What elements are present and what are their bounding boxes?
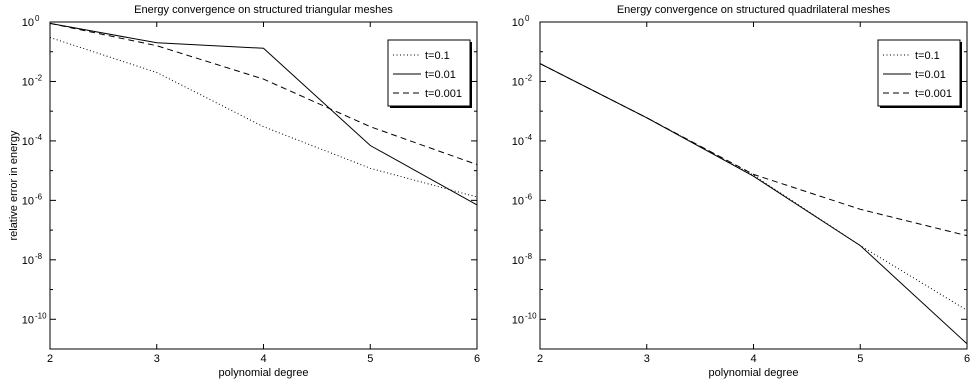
y-tick-exponent: -10 [525, 311, 537, 320]
y-tick-label: 10 [512, 17, 524, 29]
legend-label: t=0.01 [915, 69, 946, 81]
x-tick-label: 3 [154, 353, 160, 365]
y-tick-exponent: 0 [35, 14, 40, 23]
chart-title: Energy convergence on structured quadril… [617, 4, 891, 16]
legend-box [387, 39, 471, 107]
y-tick-exponent: -4 [525, 133, 533, 142]
y-tick-label: 10 [22, 195, 34, 207]
x-tick-label: 6 [964, 353, 970, 365]
y-tick-label: 10 [512, 76, 524, 88]
series-line-dashed [50, 22, 477, 166]
y-tick-exponent: -6 [35, 192, 43, 201]
y-tick-label: 10 [22, 76, 34, 88]
y-tick-label: 10 [22, 136, 34, 148]
y-tick-label: 10 [512, 255, 524, 267]
series-line-solid [540, 63, 967, 345]
legend-label: t=0.001 [915, 88, 952, 100]
y-axis-label: relative error in energy [8, 130, 20, 241]
x-axis-label: polynomial degree [709, 367, 799, 379]
x-tick-label: 4 [750, 353, 756, 365]
x-tick-label: 4 [260, 353, 266, 365]
legend-label: t=0.1 [915, 50, 940, 62]
x-tick-label: 2 [537, 353, 543, 365]
series-line-dotted [540, 63, 967, 311]
x-tick-label: 2 [47, 353, 53, 365]
y-tick-exponent: -6 [525, 192, 533, 201]
legend-label: t=0.01 [425, 69, 456, 81]
x-tick-label: 5 [857, 353, 863, 365]
y-tick-label: 10 [22, 255, 34, 267]
chart-title: Energy convergence on structured triangu… [134, 4, 393, 16]
legend-box [877, 39, 961, 107]
y-tick-label: 10 [512, 314, 524, 326]
x-tick-label: 6 [474, 353, 480, 365]
y-tick-exponent: -8 [35, 252, 43, 261]
y-tick-exponent: -2 [525, 73, 533, 82]
series-line-dashed [540, 63, 967, 237]
y-tick-exponent: -4 [35, 133, 43, 142]
y-tick-exponent: 0 [525, 14, 530, 23]
y-tick-label: 10 [22, 17, 34, 29]
legend-label: t=0.001 [425, 88, 462, 100]
series-line-solid [50, 22, 477, 206]
x-axis-label: polynomial degree [219, 367, 309, 379]
y-tick-exponent: -8 [525, 252, 533, 261]
x-tick-label: 5 [367, 353, 373, 365]
x-tick-label: 3 [644, 353, 650, 365]
chart-panel-2: Energy convergence on structured quadril… [512, 4, 970, 379]
chart-panel-1: Energy convergence on structured triangu… [8, 4, 480, 379]
y-tick-exponent: -10 [35, 311, 47, 320]
y-tick-exponent: -2 [35, 73, 43, 82]
y-tick-label: 10 [512, 195, 524, 207]
y-tick-label: 10 [512, 136, 524, 148]
legend-label: t=0.1 [425, 50, 450, 62]
y-tick-label: 10 [22, 314, 34, 326]
